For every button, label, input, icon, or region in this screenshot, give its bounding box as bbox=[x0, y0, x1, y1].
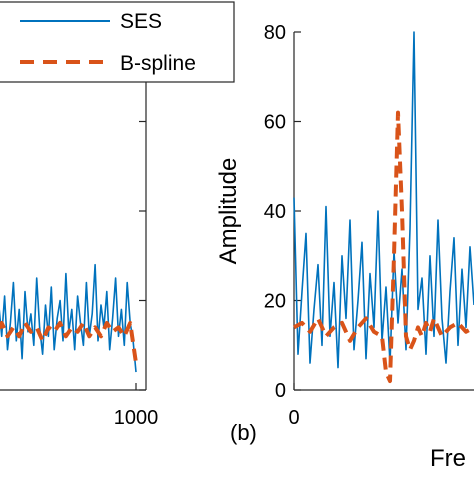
legend-bspline-label: B-spline bbox=[120, 52, 196, 75]
legend: SES B-spline bbox=[0, 1, 235, 83]
left-series-group bbox=[0, 263, 138, 373]
right-series-bspline bbox=[293, 110, 474, 384]
right-y-ticks: 0 20 40 60 80 bbox=[264, 22, 301, 402]
right-x-ticks: 0 bbox=[288, 383, 300, 429]
right-y-tick-label: 80 bbox=[264, 22, 286, 44]
right-x-tick-label: 0 bbox=[288, 407, 299, 429]
right-y-tick-label: 20 bbox=[264, 291, 286, 313]
left-x-tick-labels: 1000 bbox=[114, 383, 159, 429]
right-panel: 0 20 40 60 80 0 Amplitude Fre (b) bbox=[215, 22, 474, 472]
legend-ses-label: SES bbox=[120, 10, 162, 33]
right-y-tick-label: 40 bbox=[264, 201, 286, 223]
left-x-tick-label: 1000 bbox=[114, 407, 159, 429]
right-series-group bbox=[293, 31, 474, 384]
legend-box bbox=[0, 1, 235, 83]
right-y-tick-label: 60 bbox=[264, 112, 286, 134]
left-panel: 1000 SES B-spline bbox=[0, 1, 235, 429]
right-series-ses bbox=[293, 31, 474, 369]
right-y-tick-label: 0 bbox=[275, 380, 286, 402]
panel-label-b: (b) bbox=[230, 420, 257, 445]
left-y-ticks bbox=[139, 31, 146, 391]
right-x-axis-title: Fre bbox=[430, 445, 466, 472]
left-series-ses bbox=[0, 263, 137, 373]
right-y-axis-title: Amplitude bbox=[215, 158, 242, 265]
left-series-bspline bbox=[0, 320, 138, 364]
